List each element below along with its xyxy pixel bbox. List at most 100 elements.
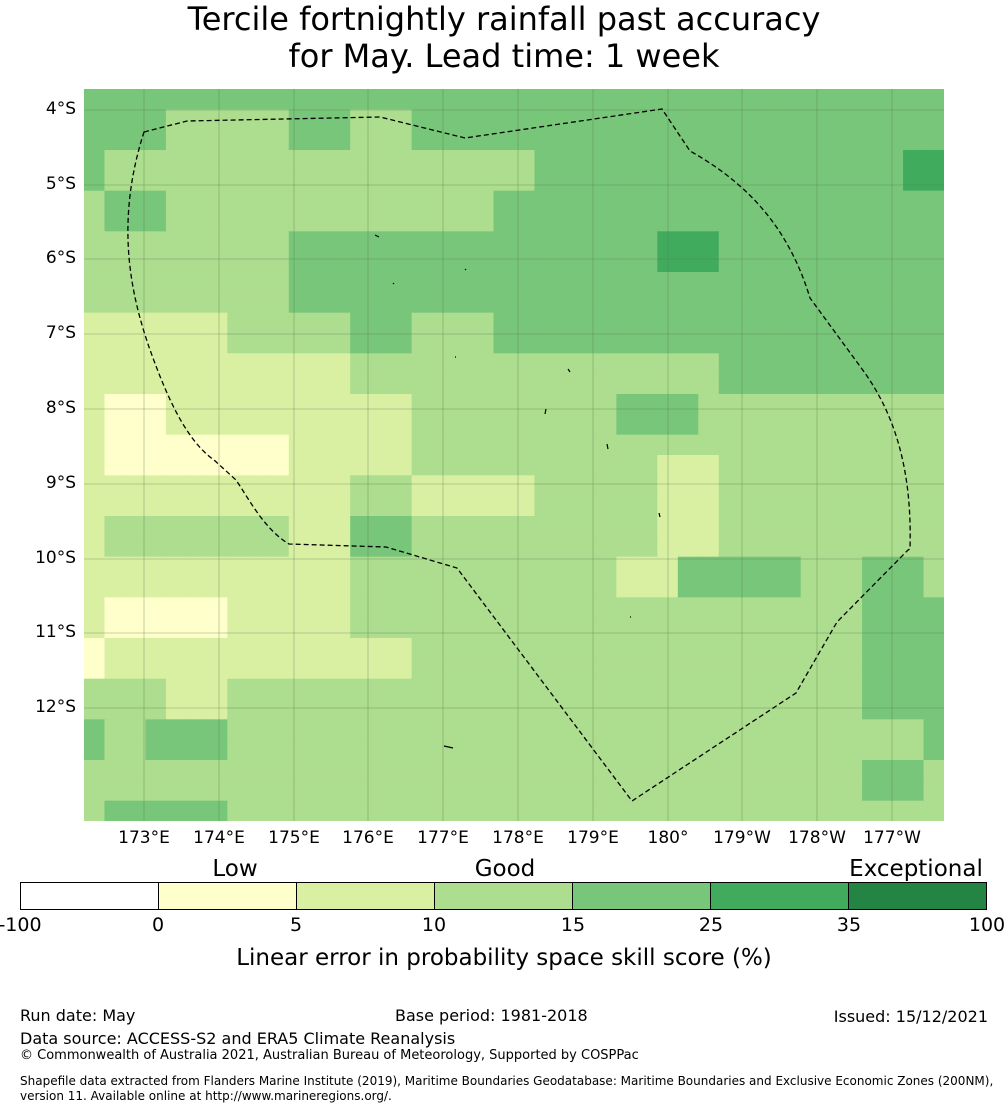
grid-cell (411, 190, 433, 212)
grid-cell (104, 394, 126, 415)
grid-cell (677, 312, 699, 334)
grid-cell (493, 414, 515, 436)
grid-cell (841, 150, 863, 171)
grid-cell (493, 739, 515, 761)
grid-cell (165, 170, 187, 192)
grid-cell (124, 495, 147, 517)
grid-cell (903, 719, 925, 741)
grid-cell (800, 109, 822, 131)
grid-cell (841, 739, 863, 761)
grid-cell (862, 251, 884, 273)
grid-cell (432, 780, 454, 802)
grid-cell (923, 373, 944, 395)
grid-cell (350, 373, 372, 395)
grid-cell (616, 190, 638, 212)
grid-cell (698, 455, 720, 476)
grid-cell (821, 719, 843, 741)
grid-cell (350, 292, 372, 314)
grid-cell (759, 373, 781, 395)
grid-cell (718, 719, 740, 741)
grid-cell (206, 394, 228, 415)
grid-cell (718, 231, 740, 253)
grid-cell (616, 699, 638, 720)
grid-cell (903, 251, 925, 273)
grid-cell (575, 536, 597, 558)
grid-cell (882, 800, 904, 821)
skill-grid-cells (84, 89, 944, 821)
grid-cell (821, 495, 843, 517)
grid-cell (186, 353, 208, 375)
grid-cell (739, 129, 761, 151)
grid-cell (329, 617, 351, 639)
grid-cell (206, 516, 228, 537)
grid-cell (534, 597, 556, 619)
grid-cell (800, 89, 822, 110)
grid-cell (124, 577, 147, 598)
grid-cell (104, 597, 126, 619)
colorbar-bin (297, 883, 435, 909)
grid-cell (268, 190, 290, 212)
grid-cell (903, 800, 925, 821)
grid-cell (718, 597, 740, 619)
grid-cell (821, 333, 843, 354)
colorbar-bin (21, 883, 159, 909)
lat-tick: 7°S (45, 323, 76, 343)
grid-cell (104, 719, 126, 741)
grid-cell (473, 89, 495, 110)
colorbar-tick: 35 (836, 914, 862, 936)
grid-cell (575, 434, 597, 456)
grid-cell (739, 658, 761, 680)
grid-cell (903, 414, 925, 436)
grid-cell (104, 577, 126, 598)
grid-cell (636, 394, 658, 415)
grid-cell (534, 251, 556, 273)
grid-cell (493, 658, 515, 680)
grid-cell (903, 678, 925, 700)
grid-cell (473, 292, 495, 314)
grid-cell (124, 800, 147, 821)
grid-cell (780, 699, 802, 720)
grid-cell (493, 150, 515, 171)
grid-cell (821, 475, 843, 497)
grid-cell (493, 536, 515, 558)
grid-cell (411, 800, 433, 821)
grid-cell (677, 577, 699, 598)
grid-cell (329, 353, 351, 375)
grid-cell (923, 658, 944, 680)
grid-cell (616, 739, 638, 761)
grid-cell (759, 129, 781, 151)
grid-cell (903, 190, 925, 212)
grid-cell (780, 231, 802, 253)
grid-cell (677, 231, 699, 253)
grid-cell (514, 577, 536, 598)
grid-cell (780, 455, 802, 476)
grid-cell (247, 251, 269, 273)
grid-cell (780, 109, 802, 131)
grid-cell (514, 150, 536, 171)
grid-cell (862, 760, 884, 781)
grid-cell (636, 536, 658, 558)
grid-cell (370, 170, 392, 192)
grid-cell (534, 150, 556, 171)
grid-cell (923, 251, 944, 273)
lon-tick: 177°E (417, 828, 469, 848)
grid-cell (841, 597, 863, 619)
grid-cell (534, 556, 556, 578)
lat-tick: 9°S (45, 473, 76, 493)
colorbar-tick: 100 (968, 914, 1006, 936)
grid-cell (882, 109, 904, 131)
grid-cell (698, 373, 720, 395)
grid-cell (370, 292, 392, 314)
grid-cell (370, 617, 392, 639)
grid-cell (473, 455, 495, 476)
grid-cell (391, 170, 413, 192)
grid-cell (821, 251, 843, 273)
grid-cell (84, 394, 106, 415)
grid-cell (309, 292, 331, 314)
grid-cell (657, 394, 679, 415)
grid-cell (411, 170, 433, 192)
grid-cell (350, 617, 372, 639)
grid-cell (780, 658, 802, 680)
grid-cell (124, 475, 147, 497)
grid-cell (698, 800, 720, 821)
